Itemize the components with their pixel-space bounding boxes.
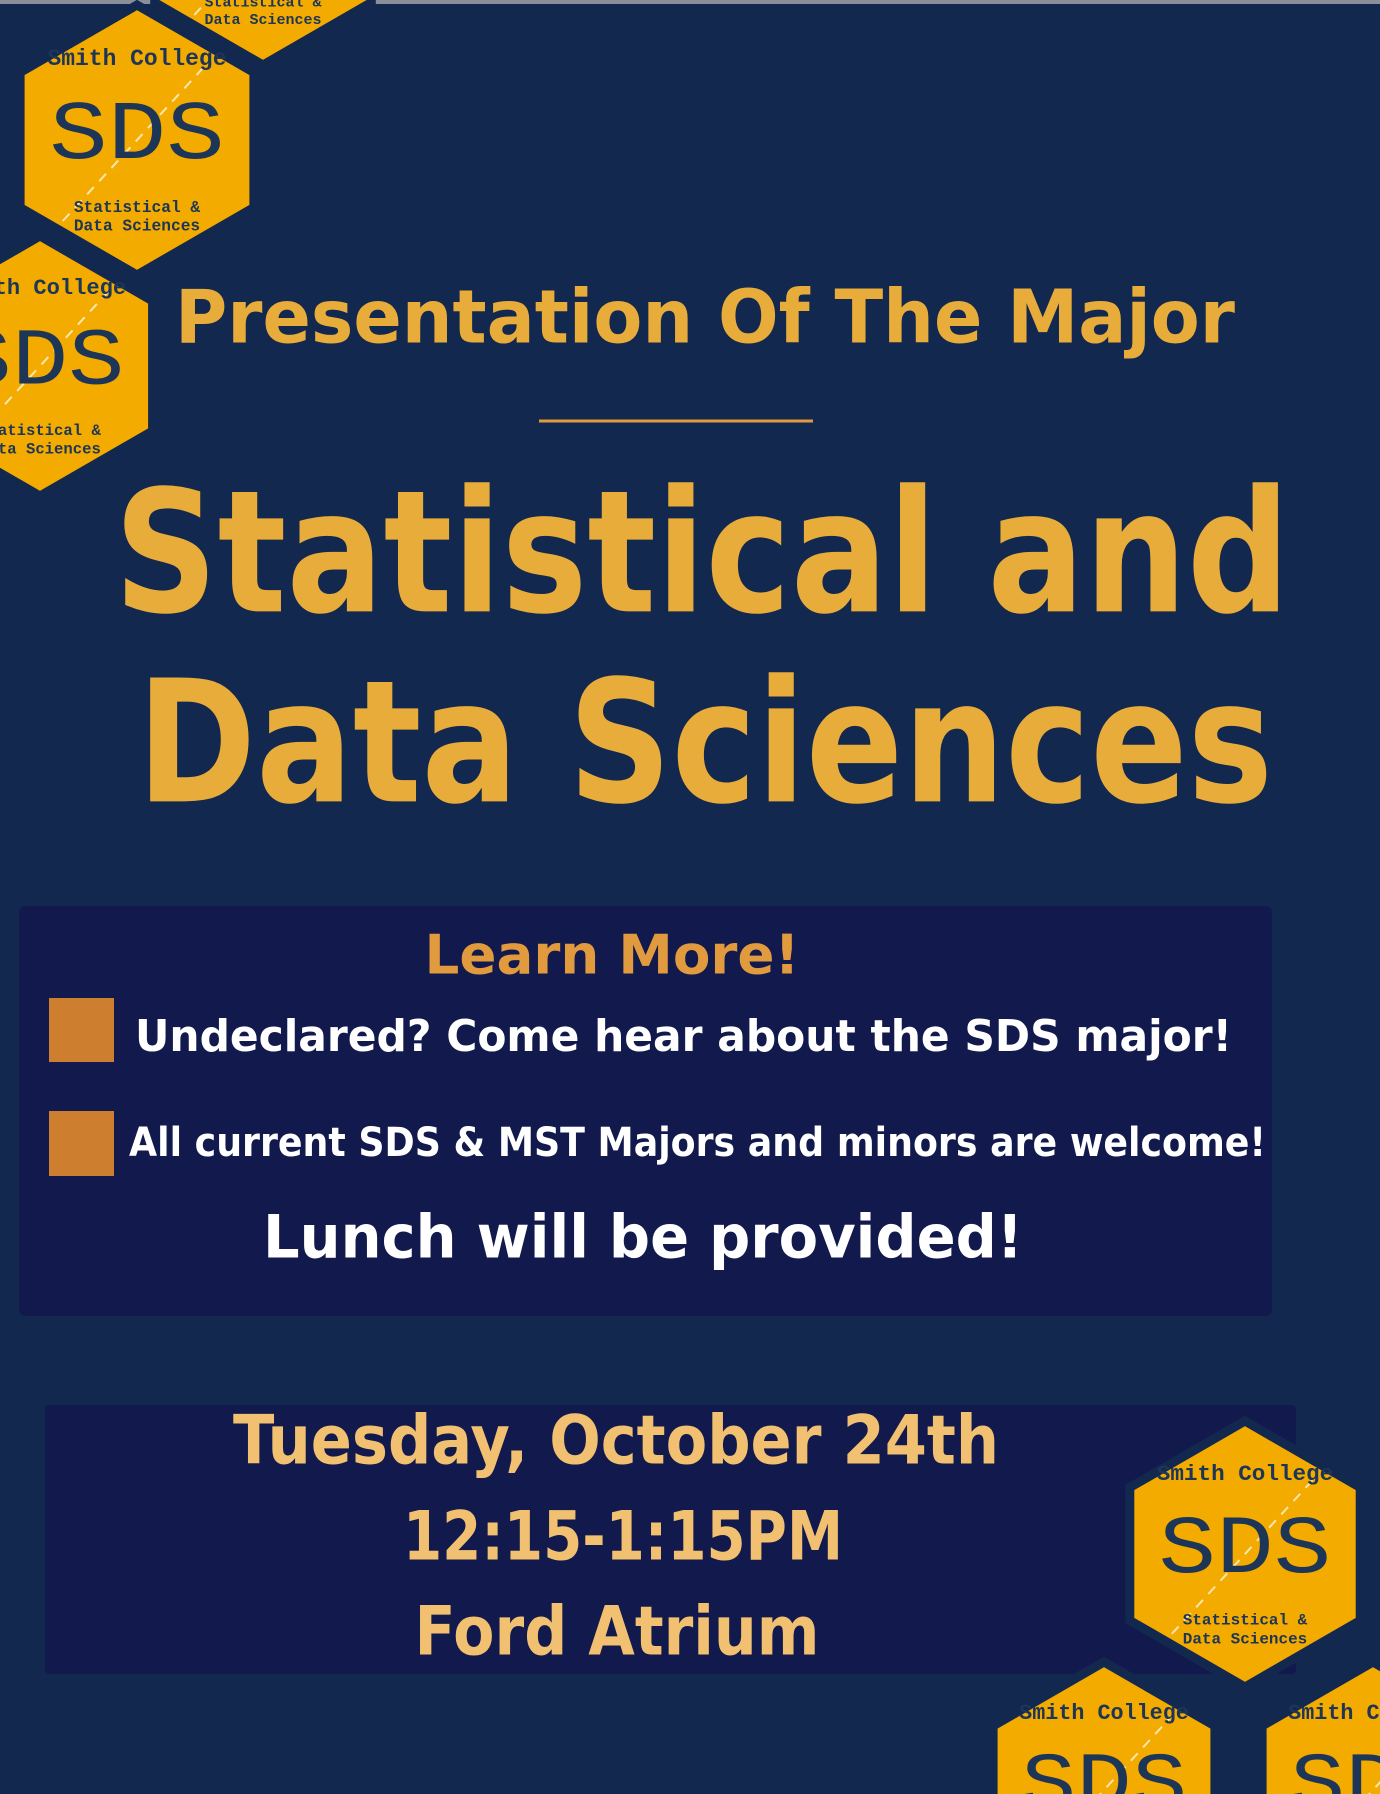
logo-institution: Smith College [1019,1701,1189,1726]
info-item: All current SDS & MST Majors and minors … [129,1120,1266,1166]
logo-dash [62,58,212,222]
title: Presentation Of The Major [175,275,1235,361]
event-date: Tuesday, October 24th [233,1402,999,1481]
logo-institution: Smith College [1157,1461,1333,1487]
logo-acronym: SDS [1290,1741,1380,1794]
bullet [49,1111,114,1176]
logo-subtitle: Statistical & [1183,1612,1308,1630]
logo-subtitle: Data Sciences [1183,1630,1307,1648]
logo-acronym: SDS [1159,1503,1332,1597]
logo-subtitle: Data Sciences [74,218,200,236]
event-time: 12:15-1:15PM [403,1498,843,1577]
event-location: Ford Atrium [415,1593,820,1672]
logo: Smith College SDS Statistical &Data Scienc… [0,230,158,502]
logo-institution: Smith College [0,276,126,301]
logo-subtitle: Data Sciences [204,12,321,29]
event-box [45,1405,1296,1674]
info-note: Lunch will be provided! [263,1203,1023,1273]
heading-line: Statistical and [114,454,1290,652]
logo-subtitle: Statistical & [204,0,321,11]
logo-subtitle: Data Sciences [0,440,101,458]
logo: Smith College SDS Statistical &Data Scienc… [1125,1415,1365,1693]
heading-line: Data Sciences [137,644,1273,842]
info-title: Learn More! [425,924,800,987]
logo-institution: Smith College [48,46,227,72]
logo-subtitle: Statistical & [0,422,101,440]
logo-hexagon [988,1656,1220,1794]
logo-institution: Smith College [1288,1701,1380,1726]
logo: Smith College SDS Statistical &Data Scienc… [15,0,259,281]
logo-acronym: SDS [49,89,225,184]
logo-hexagon [0,230,158,502]
logo-layer: Smith College SDS Statistical &Data Scienc… [988,1415,1380,1794]
logo-dash [1171,1473,1319,1635]
info-item: Undeclared? Come hear about the SDS majo… [135,1011,1232,1062]
logo-acronym: SDS [0,317,125,408]
logo-subtitle: Statistical & [74,199,201,217]
logo-acronym: SDS [1021,1741,1187,1794]
top-edge [0,0,1380,4]
bullet [49,998,114,1062]
logo-hexagon [150,0,376,71]
info-box [19,906,1272,1316]
logo-hexagon [1257,1656,1380,1794]
